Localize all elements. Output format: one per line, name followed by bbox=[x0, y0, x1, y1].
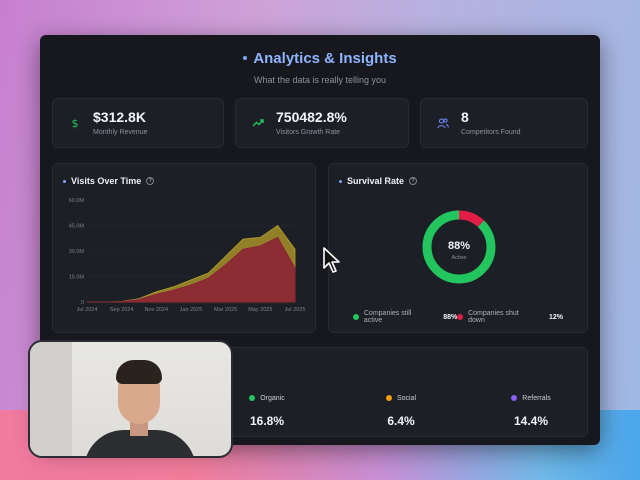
source-label: Organic bbox=[260, 394, 285, 402]
traffic-source-referrals: Referrals 14.4% bbox=[481, 388, 581, 428]
svg-text:$: $ bbox=[72, 117, 79, 129]
webcam-background bbox=[30, 342, 72, 456]
kpi-value: $312.8K bbox=[93, 109, 146, 125]
y-tick-label: 30.0M bbox=[69, 249, 85, 255]
title-dot-icon bbox=[243, 56, 248, 60]
legend-item-shutdown: Companies shut down 12% bbox=[457, 310, 563, 324]
donut-center-value: 88% bbox=[448, 240, 470, 252]
legend-swatch bbox=[353, 314, 359, 320]
survival-card-title: Survival Rate ? bbox=[339, 176, 418, 186]
card-title-dot-icon bbox=[339, 179, 342, 183]
source-value: 6.4% bbox=[387, 414, 415, 428]
traffic-source-social: Social 6.4% bbox=[351, 388, 451, 428]
users-icon bbox=[437, 118, 449, 129]
x-tick-label: Jul 2024 bbox=[77, 307, 98, 313]
visits-title-text: Visits Over Time bbox=[71, 176, 142, 186]
x-tick-label: May 2025 bbox=[248, 307, 272, 313]
x-tick-label: Nov 2024 bbox=[145, 307, 169, 313]
donut-slice-active bbox=[422, 210, 496, 284]
source-label: Social bbox=[396, 394, 417, 402]
x-tick-label: Mar 2025 bbox=[214, 307, 237, 313]
page-title-text: Analytics & Insights bbox=[253, 49, 397, 67]
kpi-value: 750482.8% bbox=[276, 109, 347, 125]
visits-card-title: Visits Over Time ? bbox=[63, 176, 155, 186]
traffic-source-organic: Organic 16.8% bbox=[217, 388, 317, 428]
y-tick-label: 0 bbox=[81, 300, 84, 306]
kpi-card-growth: 750482.8% Visitors Growth Rate bbox=[235, 98, 409, 148]
survival-legend: Companies still active 88% Companies shu… bbox=[353, 310, 563, 324]
card-title-dot-icon bbox=[63, 179, 66, 183]
dashboard-panel: Analytics & Insights What the data is re… bbox=[40, 35, 600, 445]
legend-item-active: Companies still active 88% bbox=[353, 310, 457, 324]
kpi-label: Competitors Found bbox=[461, 129, 521, 136]
source-swatch bbox=[385, 395, 392, 401]
donut-outer-ring bbox=[416, 204, 502, 290]
webcam-person-neck bbox=[130, 420, 148, 436]
source-swatch bbox=[249, 395, 256, 401]
dollar-icon: $ bbox=[72, 117, 79, 129]
page-subtitle: What the data is really telling you bbox=[253, 74, 387, 85]
mouse-cursor-icon bbox=[323, 247, 340, 273]
kpi-card-competitors: 8 Competitors Found bbox=[420, 98, 588, 148]
visits-card: Visits Over Time ? 0 15.0M 30.0M 45.0M 60.0M… bbox=[52, 163, 316, 333]
y-tick-label: 15.0M bbox=[69, 275, 85, 281]
kpi-label: Monthly Revenue bbox=[93, 129, 148, 136]
page-title: Analytics & Insights bbox=[243, 49, 397, 67]
survival-card: Survival Rate ? 88% Active Companies stil… bbox=[328, 163, 588, 333]
source-swatch bbox=[511, 395, 518, 401]
survival-donut-chart: 88% Active bbox=[416, 204, 502, 290]
source-value: 14.4% bbox=[513, 414, 549, 428]
y-tick-label: 60.0M bbox=[69, 198, 85, 204]
legend-swatch bbox=[457, 314, 464, 320]
visits-area-chart: 0 15.0M 30.0M 45.0M 60.0M Jul 2024 Sep 2024 Nov… bbox=[69, 198, 306, 313]
x-tick-label: Jul 2025 bbox=[285, 307, 306, 313]
legend-label: Companies shut down bbox=[468, 310, 519, 324]
trending-up-icon bbox=[252, 119, 264, 127]
donut-center-label: Active bbox=[452, 255, 467, 261]
kpi-label: Visitors Growth Rate bbox=[276, 129, 341, 136]
webcam-person-hair bbox=[116, 360, 162, 384]
y-tick-label: 45.0M bbox=[69, 224, 85, 230]
legend-label: Companies still active bbox=[363, 310, 412, 324]
x-tick-label: Sep 2024 bbox=[110, 307, 134, 313]
source-label: Referrals bbox=[522, 394, 551, 402]
area-series-1 bbox=[87, 236, 296, 303]
webcam-overlay bbox=[28, 340, 233, 458]
kpi-value: 8 bbox=[461, 109, 469, 125]
survival-title-text: Survival Rate bbox=[347, 176, 405, 186]
help-icon[interactable]: ? bbox=[409, 177, 418, 185]
help-icon[interactable]: ? bbox=[146, 177, 155, 185]
legend-value: 12% bbox=[548, 313, 563, 321]
source-value: 16.8% bbox=[249, 414, 285, 428]
kpi-card-revenue: $ $312.8K Monthly Revenue bbox=[52, 98, 224, 148]
header: Analytics & Insights What the data is re… bbox=[40, 47, 600, 85]
x-tick-label: Jan 2025 bbox=[180, 307, 203, 313]
legend-value: 88% bbox=[443, 313, 458, 321]
